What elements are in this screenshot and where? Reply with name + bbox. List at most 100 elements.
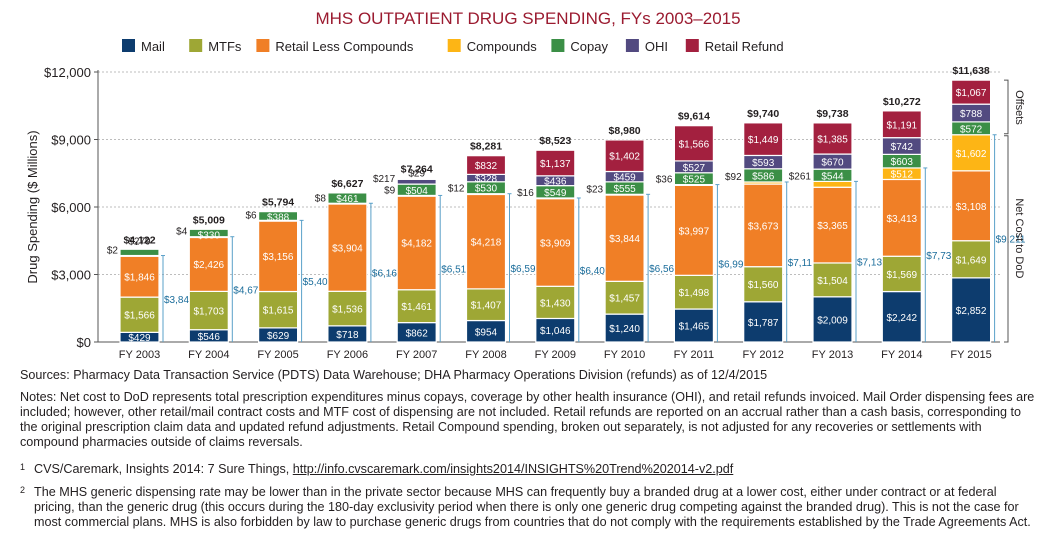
segment-label-9-5: $593 [752, 158, 775, 169]
segment-label-5-0: $954 [475, 327, 498, 338]
bar-FY2010-2 [604, 194, 645, 282]
y-tick-label-3: $9,000 [51, 133, 91, 148]
total-label-8: $9,614 [678, 111, 710, 123]
segment-label-6-1: $1,430 [540, 298, 571, 309]
segment-label-11-4: $603 [891, 157, 914, 168]
segment-label-12-0: $2,852 [956, 306, 987, 317]
segment-label-9-6: $1,449 [748, 135, 779, 146]
segment-label-12-1: $1,649 [956, 255, 987, 266]
segment-label-11-1: $1,569 [887, 270, 918, 281]
legend-label-6: Retail Refund [705, 39, 784, 54]
segment-label-11-0: $2,242 [887, 313, 918, 324]
net-cost-label-8: $6,996 [718, 259, 749, 270]
net-cost-label-4: $6,514 [441, 265, 472, 276]
footnote-2-text: The MHS generic dispensing rate may be l… [34, 485, 1031, 529]
segment-label-6-2: $3,909 [540, 238, 571, 249]
segment-label-7-1: $1,457 [609, 294, 640, 305]
x-tick-label-7: FY 2010 [604, 349, 645, 361]
segment-label-0-4: $279 [128, 236, 151, 247]
x-tick-label-9: FY 2012 [743, 349, 784, 361]
bar-FY2013-1 [812, 262, 853, 298]
segment-label-3-0: $718 [336, 330, 359, 341]
segment-label-5-2: $4,218 [471, 237, 502, 248]
legend-swatch-0 [122, 39, 135, 52]
bar-FY2007-2 [396, 195, 437, 291]
segment-label-1-4: $330 [198, 230, 221, 241]
chart-title: MHS OUTPATIENT DRUG SPENDING, FYs 2003–2… [315, 9, 740, 28]
net-cost-label-12: $9,211 [996, 234, 1026, 245]
segment-label-9-4: $586 [752, 171, 775, 182]
x-tick-label-3: FY 2006 [327, 349, 368, 361]
total-label-12: $11,638 [952, 65, 990, 77]
segment-label-3-4: $461 [336, 194, 359, 205]
segment-label-3-3: $8 [315, 193, 327, 204]
net-cost-label-7: $6,564 [649, 264, 680, 275]
segment-label-9-1: $1,560 [748, 280, 779, 291]
sources-note: Sources: Pharmacy Data Transaction Servi… [20, 368, 768, 382]
bar-FY2009-6 [535, 149, 576, 177]
net-cost-bracket [1004, 135, 1009, 343]
legend-swatch-3 [447, 39, 461, 52]
bar-FY2003-4 [119, 248, 160, 257]
bar-FY2011-2 [673, 184, 715, 276]
bar-FY2014-6 [881, 110, 922, 139]
segment-label-10-5: $670 [821, 158, 844, 169]
segment-label-10-1: $1,504 [817, 276, 848, 287]
bar-FY2005-4 [258, 211, 299, 221]
segment-label-8-0: $1,465 [679, 322, 710, 333]
net-cost-label-0: $3,843 [164, 295, 195, 306]
legend-swatch-4 [551, 39, 565, 52]
bar-FY2006-2 [327, 202, 368, 292]
y-tick-label-0: $0 [77, 335, 91, 350]
footnote-1: 1 CVS/Caremark, Insights 2014: 7 Sure Th… [20, 462, 1040, 477]
total-label-9: $9,740 [747, 108, 779, 120]
legend-swatch-2 [256, 39, 270, 52]
net-cost-side-label: Net Cost to DoD [1013, 198, 1025, 278]
legend-label-4: Copay [570, 39, 608, 54]
segment-label-1-0: $546 [198, 332, 221, 343]
net-cost-label-1: $4,679 [233, 285, 264, 296]
bar-FY2015-3 [950, 134, 992, 172]
segment-label-4-6: $29 [408, 169, 425, 180]
legend-label-1: MTFs [208, 39, 242, 54]
segment-label-1-1: $1,703 [194, 307, 225, 318]
segment-label-6-3: $16 [517, 188, 534, 199]
footnote-2-mark: 2 [20, 485, 26, 495]
footnote-1-link[interactable]: http://info.cvscaremark.com/insights2014… [292, 462, 734, 476]
segment-label-10-4: $544 [821, 171, 844, 182]
segment-label-12-2: $3,108 [956, 202, 987, 213]
legend-label-2: Retail Less Compounds [275, 39, 414, 54]
segment-label-0-3: $2 [107, 246, 119, 257]
y-tick-label-1: $3,000 [51, 268, 91, 283]
net-cost-label-9: $7,112 [788, 258, 818, 269]
segment-label-12-4: $572 [960, 124, 983, 135]
bar-FY2011-0 [673, 308, 715, 343]
bar-FY2012-6 [743, 122, 784, 157]
segment-label-11-3: $512 [891, 170, 914, 181]
x-tick-label-11: FY 2014 [881, 349, 922, 361]
total-label-11: $10,272 [883, 96, 921, 108]
segment-label-8-3: $36 [656, 175, 673, 186]
total-label-5: $8,281 [470, 141, 502, 153]
segment-label-12-5: $788 [960, 109, 983, 120]
segment-label-7-5: $459 [613, 173, 636, 184]
segment-label-4-5: $217 [373, 174, 396, 185]
legend-swatch-6 [685, 39, 699, 52]
segment-label-0-1: $1,566 [124, 311, 155, 322]
segment-label-4-4: $504 [406, 186, 429, 197]
x-tick-label-8: FY 2011 [674, 349, 715, 361]
segment-label-4-2: $4,182 [401, 239, 432, 250]
bar-FY2011-6 [673, 125, 715, 162]
bar-FY2014-1 [881, 255, 922, 293]
net-cost-label-2: $5,406 [303, 277, 334, 288]
y-axis-label: Drug Spending ($ Millions) [25, 130, 40, 283]
segment-label-5-5: $328 [475, 174, 498, 185]
bar-FY2005-2 [258, 219, 299, 293]
bar-FY2007-6 [396, 177, 437, 180]
segment-label-11-6: $1,191 [887, 120, 918, 131]
segment-label-7-4: $555 [613, 184, 636, 195]
segment-label-12-3: $1,602 [956, 149, 987, 160]
bar-FY2004-2 [188, 236, 229, 292]
y-tick-label-4: $12,000 [44, 65, 91, 80]
x-tick-label-5: FY 2008 [465, 349, 506, 361]
